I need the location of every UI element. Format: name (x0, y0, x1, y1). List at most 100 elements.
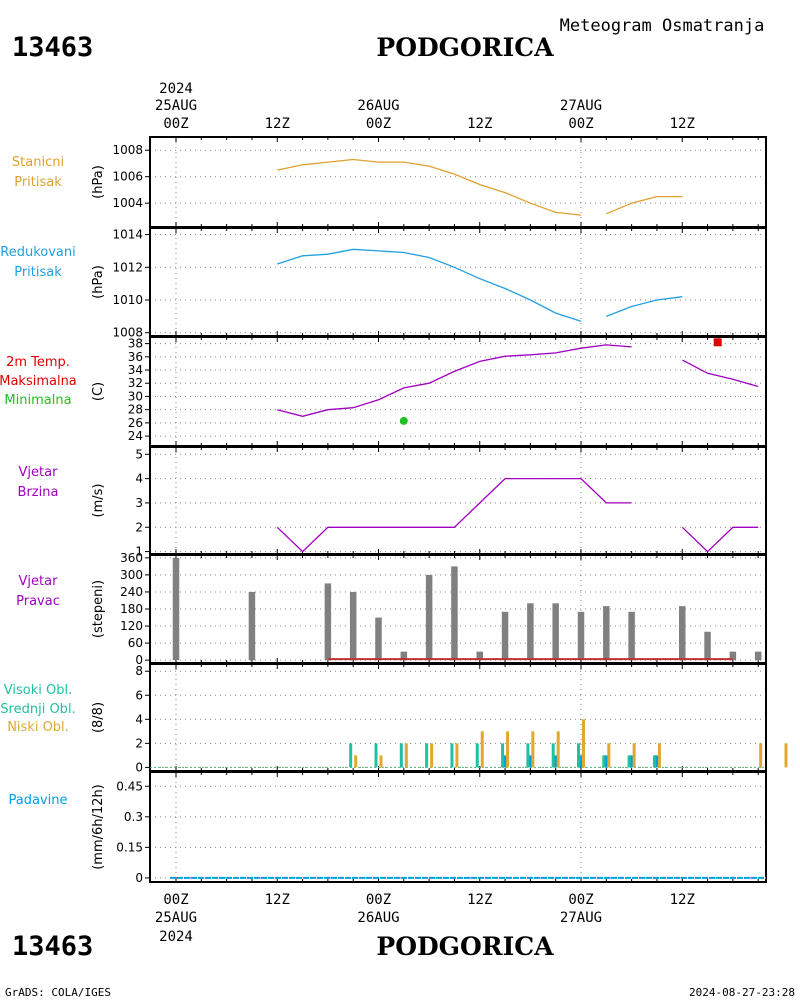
direction-bar (501, 611, 509, 661)
cloud-bar-visoki (577, 743, 580, 768)
panel-label: 2m Temp. (6, 355, 70, 370)
top-hour-label: 12Z (670, 116, 695, 132)
max-temp-marker (713, 338, 722, 347)
cloud-bar-niski (404, 743, 408, 768)
y-tick-label: 2 (135, 520, 143, 534)
y-tick-label: 0 (135, 653, 143, 667)
panel-precipitation: 0 0.15 0.3 0.45 (mm/6h/12h) Padavine (9, 771, 767, 885)
y-tick-label: 2 (135, 736, 143, 750)
direction-bar (577, 611, 585, 661)
series-line (606, 296, 683, 318)
panel-label: Vjetar (19, 574, 59, 589)
y-tick-label: 1004 (112, 196, 143, 210)
y-axis-label: (hPa) (91, 265, 106, 299)
cloud-bar-niski (379, 755, 383, 768)
series-line (277, 158, 582, 216)
cloud-bar-visoki (399, 743, 403, 768)
top-hour-label: 00Z (163, 116, 188, 132)
cloud-bar-niski (657, 743, 661, 768)
panel-label: Maksimalna (0, 374, 77, 389)
panel-frame (149, 227, 767, 337)
panel-label: Srednji Obl. (0, 702, 75, 717)
panel-frame (149, 136, 767, 228)
panel-label: Padavine (9, 793, 68, 808)
cloud-bar-niski (784, 743, 788, 768)
direction-bar (603, 606, 610, 661)
cloud-bar-niski (354, 755, 358, 768)
panel-frame (149, 554, 767, 664)
footer: 13463 PODGORICA GrADS: COLA/IGES 2024-08… (5, 931, 795, 999)
series-line (277, 248, 582, 322)
cloud-bar-visoki (475, 743, 479, 768)
bottom-hour-label: 12Z (670, 892, 695, 908)
y-tick-label: 1012 (112, 260, 143, 274)
series-line (681, 359, 759, 388)
y-tick-label: 0.15 (116, 840, 143, 854)
panel-frame (149, 771, 767, 883)
y-tick-label: 300 (120, 568, 143, 582)
top-year-label: 2024 (159, 81, 193, 97)
direction-bar (375, 617, 382, 661)
cloud-bar-niski (556, 731, 560, 768)
y-tick-label: 36 (128, 350, 143, 364)
panel-label: Pravac (16, 594, 60, 609)
header: 13463 PODGORICA Meteogram Osmatranja (12, 16, 764, 63)
y-tick-label: 1006 (112, 170, 143, 184)
min-temp-marker (399, 416, 408, 425)
top-date-label: 25AUG (155, 98, 197, 114)
y-tick-label: 0 (135, 871, 143, 885)
bottom-hour-label: 00Z (163, 892, 188, 908)
direction-bar (704, 631, 711, 661)
bottom-hour-label: 12Z (265, 892, 290, 908)
direction-bar (400, 651, 408, 661)
station-name: PODGORICA (376, 33, 554, 62)
y-tick-label: 1008 (112, 143, 143, 157)
y-tick-label: 360 (120, 551, 143, 565)
cloud-bar-niski (506, 731, 510, 768)
cloud-bar-niski (430, 743, 434, 768)
cloud-bar-srednji (527, 755, 533, 768)
panel-wind_speed: 1 2 3 4 5 (m/s) Vjetar Brzina (18, 446, 767, 559)
bottom-date-label: 26AUG (357, 910, 399, 926)
cloud-bar-niski (531, 731, 535, 768)
cloud-bar-srednji (578, 755, 584, 768)
footer-timestamp: 2024-08-27-23:28 (689, 986, 795, 999)
y-tick-label: 1 (135, 545, 143, 559)
panel-wind_direction: 0 60 120 180 240 300 360 (stepeni) Vjetar Pravac (16, 551, 767, 667)
cloud-bar-niski (632, 743, 636, 768)
footer-station-id: 13463 (12, 931, 93, 962)
footer-station-name: PODGORICA (376, 932, 554, 961)
cloud-bar-niski (759, 743, 763, 768)
panel-station_pressure: 1004 1006 1008 (hPa) Stanicni Pritisak (12, 136, 767, 228)
y-axis-label: (mm/6h/12h) (91, 784, 106, 870)
bottom-year-label: 2024 (159, 929, 193, 945)
y-tick-label: 4 (135, 472, 143, 486)
y-tick-label: 24 (128, 429, 143, 443)
y-tick-label: 0.45 (116, 779, 143, 793)
direction-bar (628, 611, 635, 661)
cloud-bar-visoki (602, 755, 606, 768)
top-date-label: 26AUG (357, 98, 399, 114)
cloud-bar-visoki (425, 743, 429, 768)
panel-label: Brzina (18, 485, 59, 500)
direction-bar (324, 583, 332, 661)
series-line (606, 195, 683, 215)
cloud-bar-srednji (629, 755, 635, 768)
direction-bar (552, 603, 559, 661)
direction-bar (349, 591, 357, 661)
direction-bar (172, 557, 180, 661)
cloud-bar-srednji (553, 755, 559, 768)
direction-bar (425, 574, 433, 661)
cloud-bar-srednji (502, 755, 508, 768)
station-id: 13463 (12, 32, 93, 63)
top-hour-label: 00Z (568, 116, 593, 132)
cloud-bar-visoki (349, 743, 353, 768)
direction-bar (679, 606, 686, 661)
direction-bar (248, 591, 256, 661)
y-tick-label: 34 (128, 363, 143, 377)
bottom-date-label: 27AUG (560, 910, 602, 926)
product-title: Meteogram Osmatranja (560, 16, 765, 36)
top-hour-label: 12Z (467, 116, 492, 132)
cloud-bar-niski (480, 731, 484, 768)
